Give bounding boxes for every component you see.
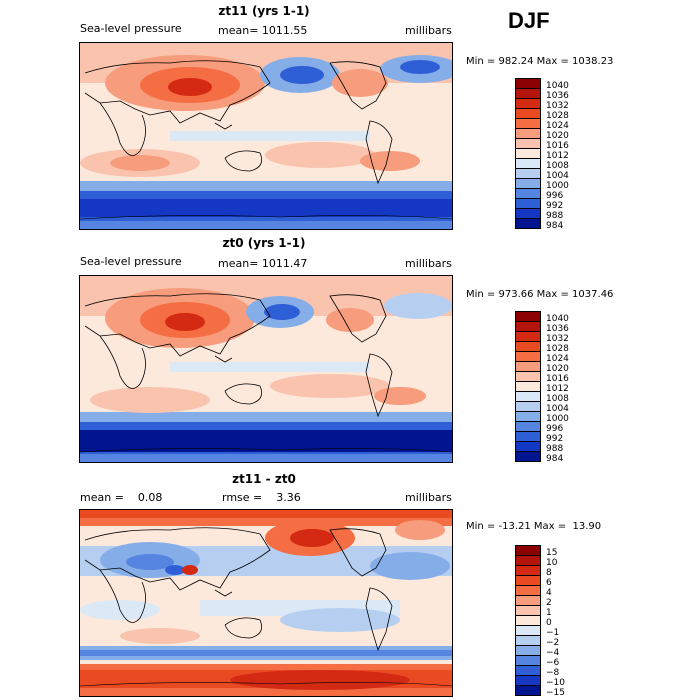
colorbar-swatch (515, 218, 541, 229)
panel-3-cbar-label: 15 (546, 548, 558, 558)
panel-1-title: zt11 (yrs 1-1) (218, 4, 310, 18)
panel-3-rmse-label: rmse = 3.36 (222, 491, 301, 504)
panel-1-cbar-label: 984 (546, 221, 564, 231)
panel-1-colorbar: 1040 1036 1032 1028 1024 1020 1016 1012 … (515, 78, 595, 231)
panel-3-title: zt11 - zt0 (232, 472, 296, 486)
panel-3-cbar-label: 1 (546, 608, 552, 618)
panel-1-cbar-label: 1020 (546, 131, 569, 141)
panel-3-cbar-label: 2 (546, 598, 552, 608)
panel-1-units-label: millibars (405, 24, 452, 37)
panel-1-cbar-label: 1000 (546, 181, 569, 191)
panel-3-cbar-label: −8 (546, 668, 560, 678)
panel-2-cbar-label: 1016 (546, 374, 569, 384)
panel-2-colorbar: 1040 1036 1032 1028 1024 1020 1016 1012 … (515, 311, 595, 464)
panel-2-minmax: Min = 973.66 Max = 1037.46 (466, 289, 614, 300)
panel-1-cbar-label: 992 (546, 201, 564, 211)
panel-2-cbar-label: 1008 (546, 394, 569, 404)
panel-3-cbar-label: 8 (546, 568, 552, 578)
panel-3-mean-label: mean = 0.08 (80, 491, 163, 504)
panel-3-colorbar: 15 10 8 6 4 2 1 0 −1 −2 −4 −6 −8 −10 −15 (515, 545, 595, 698)
panel-1-map (79, 42, 453, 230)
panel-1-cbar-label: 1024 (546, 121, 569, 131)
panel-1-map-graphic (80, 43, 452, 229)
panel-3-cbar-label: −1 (546, 628, 560, 638)
panel-3-cbar-label: −10 (546, 678, 565, 688)
panel-1-cbar-label: 1012 (546, 151, 569, 161)
colorbar-swatch (515, 451, 541, 462)
panel-1-mean-label: mean= 1011.55 (218, 24, 308, 37)
panel-3-cbar-label: −6 (546, 658, 560, 668)
season-label: DJF (508, 8, 550, 33)
panel-2-cbar-label: 1004 (546, 404, 569, 414)
panel-2-cbar-label: 988 (546, 444, 564, 454)
panel-2-cbar-label: 1040 (546, 314, 569, 324)
panel-2-cbar-label: 1028 (546, 344, 569, 354)
panel-1-cbar-label: 1016 (546, 141, 569, 151)
panel-2-cbar-label: 984 (546, 454, 564, 464)
panel-3-map-graphic (80, 510, 452, 696)
panel-1-cbar-label: 1036 (546, 91, 569, 101)
panel-1-cbar-label: 1032 (546, 101, 569, 111)
panel-3-cbar-label: 10 (546, 558, 558, 568)
panel-1-cbar-label: 1004 (546, 171, 569, 181)
panel-2-cbar-label: 1020 (546, 364, 569, 374)
panel-3-minmax: Min = -13.21 Max = 13.90 (466, 521, 602, 532)
panel-2-cbar-label: 996 (546, 424, 564, 434)
panel-2-cbar-label: 1032 (546, 334, 569, 344)
panel-1-variable-label: Sea-level pressure (80, 22, 182, 35)
panel-3-cbar-label: −15 (546, 688, 565, 698)
panel-2-map-graphic (80, 276, 452, 462)
panel-2-title: zt0 (yrs 1-1) (222, 236, 306, 250)
panel-2-mean-label: mean= 1011.47 (218, 257, 308, 270)
panel-3-units-label: millibars (405, 491, 452, 504)
panel-3-cbar-label: −4 (546, 648, 560, 658)
panel-3-cbar-label: 4 (546, 588, 552, 598)
panel-2-variable-label: Sea-level pressure (80, 255, 182, 268)
panel-2-cbar-label: 1036 (546, 324, 569, 334)
panel-2-map (79, 275, 453, 463)
panel-2-units-label: millibars (405, 257, 452, 270)
panel-3-cbar-label: 0 (546, 618, 552, 628)
panel-1-cbar-label: 988 (546, 211, 564, 221)
colorbar-swatch (515, 685, 541, 696)
panel-2-cbar-label: 1024 (546, 354, 569, 364)
panel-3-cbar-label: 6 (546, 578, 552, 588)
panel-2-cbar-label: 1012 (546, 384, 569, 394)
panel-1-cbar-label: 1028 (546, 111, 569, 121)
panel-2-cbar-label: 992 (546, 434, 564, 444)
panel-3-map (79, 509, 453, 697)
panel-1-cbar-label: 1040 (546, 81, 569, 91)
panel-3-cbar-label: −2 (546, 638, 560, 648)
panel-1-cbar-label: 1008 (546, 161, 569, 171)
panel-1-minmax: Min = 982.24 Max = 1038.23 (466, 56, 614, 67)
panel-2-cbar-label: 1000 (546, 414, 569, 424)
panel-1-cbar-label: 996 (546, 191, 564, 201)
